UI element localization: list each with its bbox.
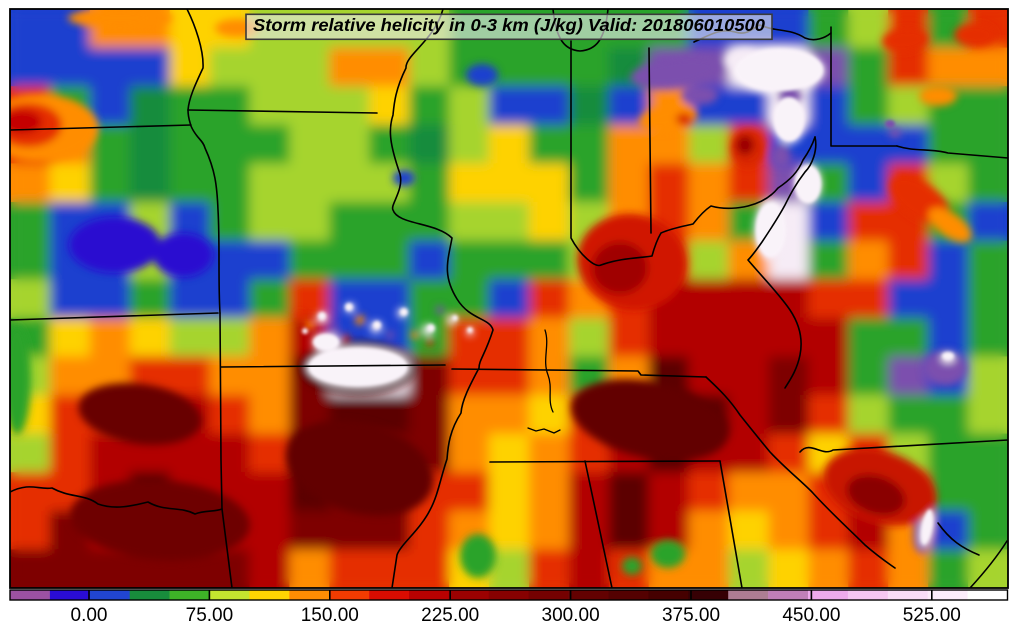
svg-text:150.00: 150.00 xyxy=(301,605,359,626)
svg-text:225.00: 225.00 xyxy=(421,605,479,626)
svg-text:300.00: 300.00 xyxy=(542,605,600,626)
svg-text:450.00: 450.00 xyxy=(782,605,840,626)
svg-text:375.00: 375.00 xyxy=(662,605,720,626)
svg-text:Storm relative helicity in 0-3: Storm relative helicity in 0-3 km (J/kg)… xyxy=(253,15,765,35)
svg-text:75.00: 75.00 xyxy=(186,605,234,626)
svg-text:525.00: 525.00 xyxy=(903,605,961,626)
svg-text:0.00: 0.00 xyxy=(71,605,108,626)
